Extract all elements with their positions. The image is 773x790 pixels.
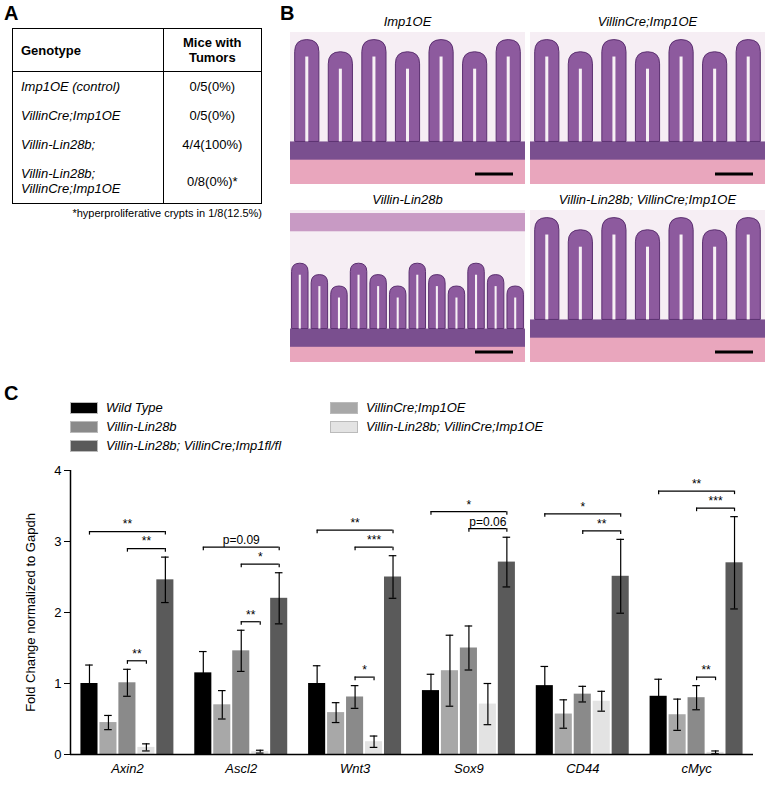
html-text:B: B <box>280 2 295 24</box>
svg-text:CD44: CD44 <box>566 761 599 776</box>
svg-text:1: 1 <box>54 676 61 691</box>
svg-text:0: 0 <box>54 747 61 762</box>
svg-text:*: * <box>258 550 263 564</box>
svg-text:3: 3 <box>54 534 61 549</box>
svg-text:p=0.06: p=0.06 <box>469 515 506 529</box>
svg-text:Sox9: Sox9 <box>454 761 484 776</box>
html-text:Wild Type: Wild Type <box>106 400 163 415</box>
html-text:Villin-Lin28b; VillinCre;Imp1O: Villin-Lin28b; VillinCre;Imp1OE <box>21 166 121 196</box>
html-text:Villin-Lin28b; VillinCre;Imp1f: Villin-Lin28b; VillinCre;Imp1fl/fl <box>106 438 282 453</box>
html-text:0/8(0%)*: 0/8(0%)* <box>187 173 238 189</box>
svg-text:4: 4 <box>54 463 61 478</box>
svg-text:*: * <box>580 500 585 514</box>
html-text:Genotype: Genotype <box>21 42 81 58</box>
svg-text:p=0.09: p=0.09 <box>223 533 260 547</box>
svg-text:***: *** <box>367 533 381 547</box>
html-text:0/5(0%): 0/5(0%) <box>189 108 236 123</box>
svg-text:*: * <box>467 498 472 512</box>
html-text:A: A <box>4 2 19 24</box>
html-text:Villin-Lin28b;: Villin-Lin28b; <box>21 137 96 152</box>
svg-text:Ascl2: Ascl2 <box>224 761 258 776</box>
svg-text:Fold Change normalized to Gapd: Fold Change normalized to Gapdh <box>23 513 38 712</box>
svg-text:**: ** <box>142 534 152 548</box>
html-text:0/5(0%): 0/5(0%) <box>189 79 236 94</box>
html-text:*hyperproliferative crypts in: *hyperproliferative crypts in 1/8(12.5%) <box>72 207 262 219</box>
svg-text:**: ** <box>132 647 142 661</box>
html-text:Mice with Tumors: Mice with Tumors <box>183 35 242 65</box>
html-text:Villin-Lin28b; VillinCre;Imp1O: Villin-Lin28b; VillinCre;Imp1OE <box>558 192 737 207</box>
svg-text:**: ** <box>597 517 607 531</box>
html-text:Villin-Lin28b; VillinCre;Imp1O: Villin-Lin28b; VillinCre;Imp1OE <box>366 419 544 434</box>
svg-text:**: ** <box>123 517 133 531</box>
html-text:VillinCre;Imp1OE: VillinCre;Imp1OE <box>366 400 466 415</box>
svg-text:2: 2 <box>54 605 61 620</box>
svg-text:Wnt3: Wnt3 <box>340 761 371 776</box>
svg-text:**: ** <box>246 608 256 622</box>
html-text:4/4(100%): 4/4(100%) <box>182 137 243 152</box>
html-text:VillinCre;Imp1OE: VillinCre;Imp1OE <box>597 14 698 29</box>
html-text:Imp1OE: Imp1OE <box>383 14 432 29</box>
html-text:VillinCre;Imp1OE: VillinCre;Imp1OE <box>21 108 121 123</box>
html-text:C: C <box>4 382 19 404</box>
svg-text:**: ** <box>701 663 711 677</box>
svg-text:***: *** <box>709 494 723 508</box>
html-text:Villin-Lin28b: Villin-Lin28b <box>106 419 177 434</box>
svg-text:*: * <box>362 663 367 677</box>
svg-text:cMyc: cMyc <box>681 761 712 776</box>
html-text:Villin-Lin28b: Villin-Lin28b <box>372 192 443 207</box>
svg-text:**: ** <box>350 516 360 530</box>
svg-text:**: ** <box>692 477 702 491</box>
html-text:Imp1OE (control): Imp1OE (control) <box>21 79 120 94</box>
svg-text:Axin2: Axin2 <box>110 761 144 776</box>
